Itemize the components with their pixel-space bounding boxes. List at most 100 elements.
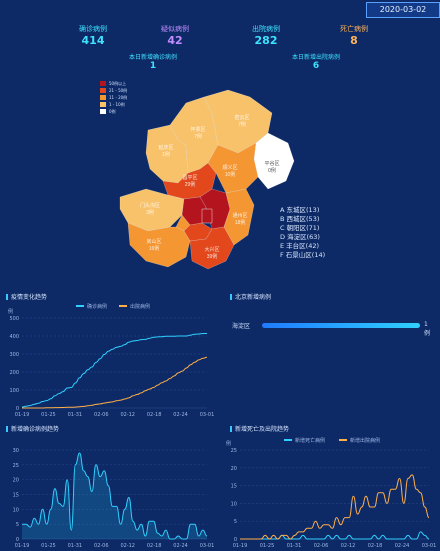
legend-label: 新增出院病例 <box>350 437 380 444</box>
x-tick-label: 02-24 <box>395 543 410 549</box>
panel-title-new-confirmed: 新增确诊病例趋势 <box>6 424 59 433</box>
district-list: A 东城区(13) B 西城区(53) C 朝阳区(71) D 海淀区(63) … <box>280 206 325 260</box>
stat-value: 42 <box>167 34 183 47</box>
map-label-count: 18例 <box>235 219 246 226</box>
y-tick-label: 0 <box>16 406 19 412</box>
legend-swatch <box>100 102 106 107</box>
stat-label: 本日新增出院病例 <box>291 54 340 61</box>
stat-value: 414 <box>81 34 105 47</box>
new-death-chart: 新增死亡病例 新增出院病例 例 0 5 10 15 20 25 01-19 01-25 01-31 02… <box>226 437 437 549</box>
map-label-count: 39例 <box>207 253 218 260</box>
district-shunyi[interactable] <box>207 142 259 194</box>
series-line <box>22 356 208 409</box>
map-label-name: 顺义区 <box>222 165 237 171</box>
x-tick-label: 01-25 <box>41 412 56 418</box>
stat-label: 本日新增确诊病例 <box>128 54 177 61</box>
x-tick-label: 02-06 <box>94 412 109 418</box>
stat-discharged: 出院病例 282 <box>231 24 301 47</box>
x-tick-label: 02-18 <box>147 543 162 549</box>
district-mentougou[interactable] <box>119 188 185 232</box>
x-tick-label: 03-01 <box>422 543 437 549</box>
y-tick-label: 20 <box>231 466 237 472</box>
map-label-name: 昌平区 <box>182 175 197 181</box>
x-tick-label: 03-01 <box>200 543 215 549</box>
x-tick-label: 02-12 <box>341 543 356 549</box>
panel-title-trend: 疫情变化趋势 <box>6 292 47 301</box>
new-confirmed-chart: 0 5 10 15 20 25 30 01-19 01-25 01-31 02-06 02-12 02-… <box>13 448 215 549</box>
map-label-name: 密云区 <box>234 114 249 121</box>
district-core[interactable] <box>201 208 213 224</box>
y-tick-label: 15 <box>231 484 237 490</box>
district-fangshan[interactable] <box>127 222 191 268</box>
map-label-name: 通州区 <box>232 212 247 219</box>
y-tick-label: 400 <box>9 334 19 340</box>
x-tick-label: 02-12 <box>120 543 135 549</box>
y-axis-label: 例 <box>8 308 13 315</box>
legend-swatch <box>100 81 106 86</box>
stat-new-confirmed: 本日新增确诊病例 1 <box>118 52 188 71</box>
series-line <box>22 452 208 540</box>
y-tick-label: 30 <box>13 448 19 454</box>
x-tick-label: 01-19 <box>15 543 30 549</box>
stat-value: 8 <box>350 34 358 47</box>
map-label-count: 7例 <box>194 133 202 140</box>
map-label-name: 怀柔区 <box>190 126 205 133</box>
map-label-count: 29例 <box>185 181 196 188</box>
stat-value: 1 <box>149 61 157 71</box>
y-tick-label: 5 <box>16 522 19 528</box>
y-tick-label: 100 <box>9 388 19 394</box>
y-tick-label: 300 <box>9 352 19 358</box>
x-tick-label: 01-25 <box>260 543 275 549</box>
y-tick-label: 0 <box>234 537 237 543</box>
x-tick-label: 03-01 <box>200 412 215 418</box>
legend-label: 0例 <box>109 108 116 114</box>
map-label-count: 0例 <box>268 167 276 174</box>
map-label-count: 1例 <box>162 151 170 158</box>
y-tick-label: 15 <box>13 493 19 499</box>
y-tick-label: 25 <box>13 463 19 469</box>
x-tick-label: 01-25 <box>41 543 56 549</box>
stat-label: 死亡病例 <box>340 25 368 33</box>
series-line <box>240 474 430 540</box>
stat-deaths: 死亡病例 8 <box>319 24 389 47</box>
stat-suspected: 疑似病例 42 <box>140 24 210 47</box>
district-item: D 海淀区(63) <box>280 233 320 241</box>
map-label-count: 16例 <box>149 245 160 252</box>
x-tick-label: 02-24 <box>173 412 188 418</box>
x-tick-label: 02-06 <box>314 543 329 549</box>
date-badge: 2020-03-02 <box>366 2 440 18</box>
x-tick-label: 02-24 <box>173 543 188 549</box>
district-tongzhou[interactable] <box>223 188 255 246</box>
stat-label: 疑似病例 <box>161 25 189 33</box>
map-label-name: 延庆区 <box>158 144 173 151</box>
district-bar-label: 海淀区 <box>232 323 251 330</box>
legend-label: 11 - 20例 <box>109 94 128 100</box>
district-daxing[interactable] <box>189 226 235 270</box>
y-tick-label: 500 <box>9 316 19 322</box>
legend-swatch <box>100 88 106 93</box>
y-tick-label: 10 <box>13 507 19 513</box>
map-label-name: 门头沟区 <box>140 202 160 209</box>
x-tick-label: 01-31 <box>68 543 83 549</box>
x-tick-label: 02-06 <box>94 543 109 549</box>
panel-title-district: 北京新增病例 <box>230 292 271 301</box>
map-label-name: 大兴区 <box>204 246 219 253</box>
y-tick-label: 5 <box>234 519 237 525</box>
map-label-name: 房山区 <box>146 238 161 245</box>
y-tick-label: 10 <box>231 501 237 507</box>
map-legend: 50例以上 21 - 50例 11 - 20例 1 - 10例 0例 <box>100 80 127 115</box>
series-area <box>22 453 207 539</box>
district-item: F 石景山区(14) <box>280 251 326 259</box>
district-bar <box>262 323 420 328</box>
y-axis-label: 例 <box>226 440 231 447</box>
stat-label: 出院病例 <box>252 25 280 33</box>
legend-label: 新增死亡病例 <box>295 437 325 444</box>
district-item: C 朝阳区(71) <box>280 224 320 232</box>
series-line <box>240 531 430 540</box>
district-item: E 丰台区(42) <box>280 242 320 250</box>
panel-title-new-death: 新增死亡及出院趋势 <box>230 424 289 433</box>
y-tick-label: 20 <box>13 478 19 484</box>
stat-value: 282 <box>254 34 278 47</box>
x-tick-label: 01-31 <box>287 543 302 549</box>
